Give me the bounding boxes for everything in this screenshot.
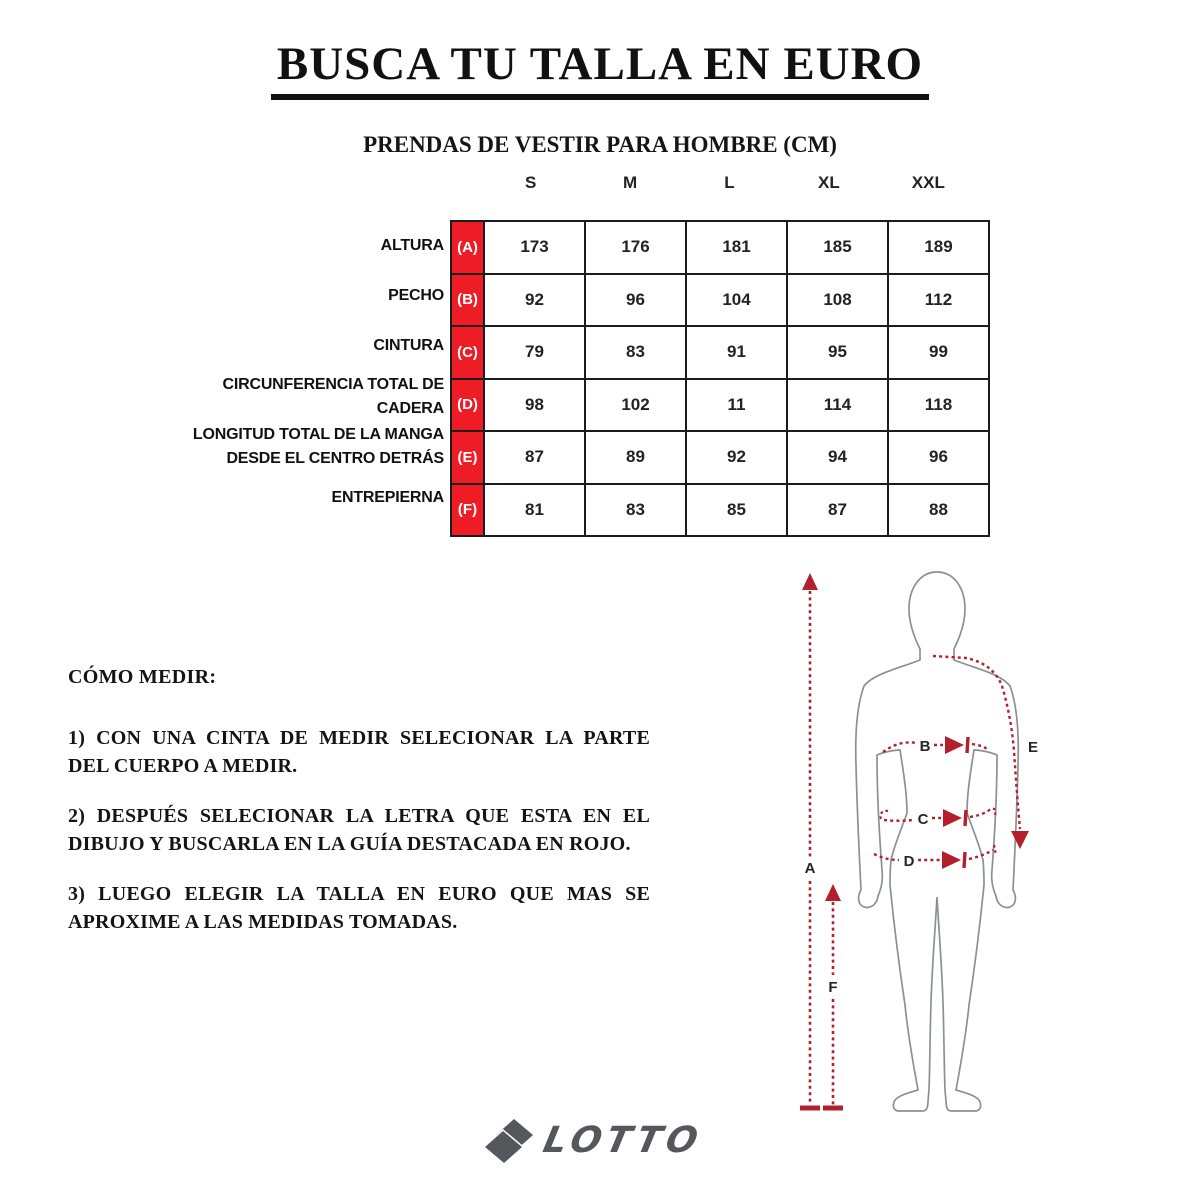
size-column-headers: S M L XL XXL	[481, 173, 978, 193]
size-letter-cell: (F)	[450, 482, 485, 537]
size-value-cell: 79	[483, 325, 586, 380]
size-value-cell: 98	[483, 377, 586, 432]
measure-line-b	[882, 736, 988, 754]
diagram-label-d: D	[904, 853, 915, 870]
column-header-xl: XL	[818, 173, 840, 192]
instruction-step-2: 2) DESPUÉS SELECIONAR LA LETRA QUE ESTA …	[68, 805, 650, 855]
diagram-label-e: E	[1028, 739, 1038, 756]
size-value-cell: 85	[685, 482, 788, 537]
size-value-cell: 99	[887, 325, 990, 380]
size-value-cell: 173	[483, 220, 586, 275]
size-value-cell: 11	[685, 377, 788, 432]
size-value-cell: 118	[887, 377, 990, 432]
size-value-cell: 94	[786, 430, 889, 485]
row-label-pecho: PECHO	[388, 287, 444, 304]
diagram-label-b: B	[920, 738, 931, 755]
diagram-label-a: A	[805, 860, 816, 877]
page-title: BUSCA TU TALLA EN EURO	[270, 39, 930, 101]
size-value-cell: 176	[584, 220, 687, 275]
table-row: (A) 173 176 181 185 189	[450, 220, 990, 275]
measure-line-d	[873, 844, 998, 869]
instructions-heading: CÓMO MEDIR:	[68, 666, 217, 688]
size-letter-cell: (C)	[450, 325, 485, 380]
size-value-cell: 96	[887, 430, 990, 485]
size-value-cell: 104	[685, 272, 788, 327]
size-value-cell: 96	[584, 272, 687, 327]
column-header-l: L	[724, 173, 735, 192]
measure-line-f	[823, 884, 843, 1111]
size-value-cell: 112	[887, 272, 990, 327]
measuring-instructions: CÓMO MEDIR: 1) CON UNA CINTA DE MEDIR SE…	[68, 666, 650, 936]
size-value-cell: 189	[887, 220, 990, 275]
body-figure-outline	[854, 571, 1020, 1112]
lotto-logo-text: LOTTO	[539, 1120, 707, 1161]
table-row: (B) 92 96 104 108 112	[450, 272, 990, 327]
size-value-cell: 89	[584, 430, 687, 485]
size-value-cell: 88	[887, 482, 990, 537]
instruction-step-1: 1) CON UNA CINTA DE MEDIR SELECIONAR LA …	[68, 727, 650, 777]
size-value-cell: 91	[685, 325, 788, 380]
size-value-cell: 114	[786, 377, 889, 432]
column-header-s: S	[525, 173, 537, 192]
size-value-cell: 92	[483, 272, 586, 327]
size-value-cell: 83	[584, 325, 687, 380]
size-value-cell: 83	[584, 482, 687, 537]
size-table: (A) 173 176 181 185 189 (B) 92 96 104 10…	[450, 220, 990, 537]
table-row: (C) 79 83 91 95 99	[450, 325, 990, 380]
instruction-step-3: 3) LUEGO ELEGIR LA TALLA EN EURO QUE MAS…	[68, 883, 650, 933]
measure-line-a	[800, 573, 820, 1111]
size-value-cell: 108	[786, 272, 889, 327]
table-row: (D) 98 102 11 114 118	[450, 377, 990, 432]
diagram-label-c: C	[918, 811, 929, 828]
table-row: (E) 87 89 92 94 96	[450, 430, 990, 485]
row-label-manga: LONGITUD TOTAL DE LA MANGA DESDE EL CENT…	[192, 426, 444, 467]
row-label-cintura: CINTURA	[373, 337, 444, 354]
size-value-cell: 102	[584, 377, 687, 432]
size-value-cell: 81	[483, 482, 586, 537]
size-value-cell: 87	[483, 430, 586, 485]
diagram-label-f: F	[828, 979, 837, 996]
size-value-cell: 92	[685, 430, 788, 485]
size-value-cell: 95	[786, 325, 889, 380]
row-label-entrepierna: ENTREPIERNA	[331, 489, 445, 506]
size-value-cell: 87	[786, 482, 889, 537]
lotto-logo: LOTTO	[484, 1118, 706, 1164]
size-letter-cell: (D)	[450, 377, 485, 432]
lotto-diamond-icon	[484, 1119, 533, 1164]
column-header-xxl: XXL	[911, 173, 945, 192]
size-letter-cell: (E)	[450, 430, 485, 485]
row-label-cadera: CIRCUNFERENCIA TOTAL DE CADERA	[222, 376, 445, 417]
table-row: (F) 81 83 85 87 88	[450, 482, 990, 537]
row-label-altura: ALTURA	[380, 237, 445, 254]
size-value-cell: 185	[786, 220, 889, 275]
column-header-m: M	[623, 173, 638, 192]
size-value-cell: 181	[685, 220, 788, 275]
measure-line-c	[879, 807, 997, 827]
size-letter-cell: (A)	[450, 220, 485, 275]
size-letter-cell: (B)	[450, 272, 485, 327]
measurement-diagram: A F B C	[800, 571, 1038, 1112]
measure-line-e	[932, 654, 1029, 849]
page-subtitle: PRENDAS DE VESTIR PARA HOMBRE (CM)	[363, 132, 837, 157]
